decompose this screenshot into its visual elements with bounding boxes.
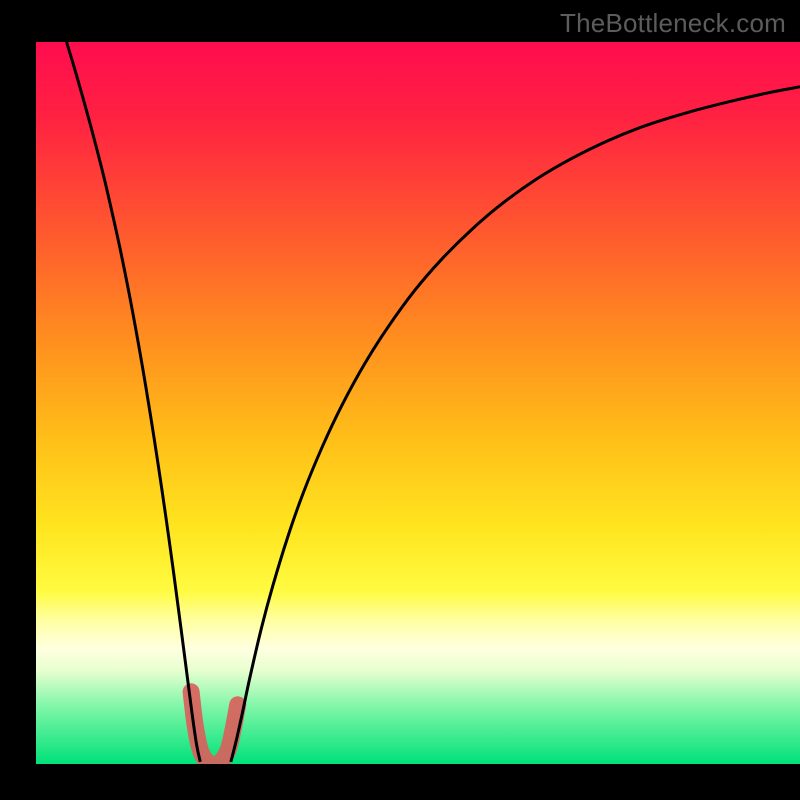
chart-plot-bg <box>36 42 800 764</box>
watermark-text: TheBottleneck.com <box>560 8 786 39</box>
border-bottom <box>0 764 800 800</box>
bottleneck-chart <box>0 0 800 800</box>
border-left <box>0 0 36 800</box>
outer-frame: TheBottleneck.com <box>0 0 800 800</box>
